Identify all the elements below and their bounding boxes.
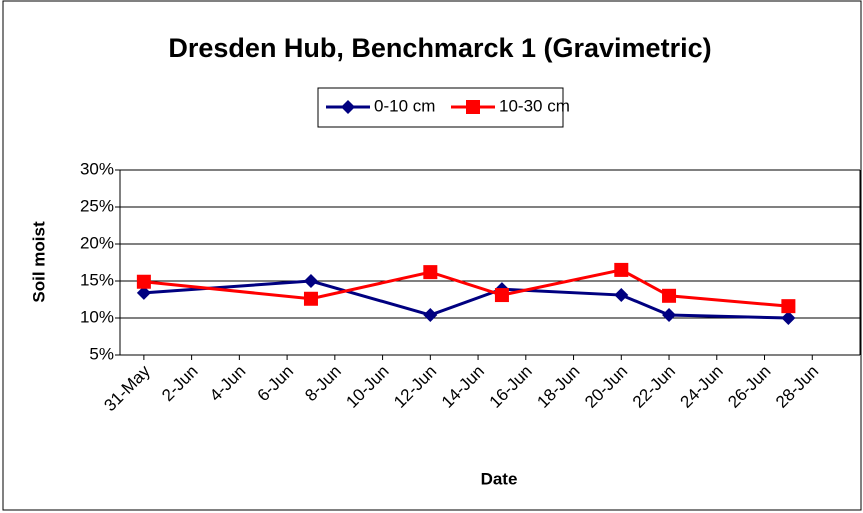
point: [423, 308, 438, 323]
y-tick-label: 10%: [80, 307, 114, 326]
y-tick-label: 15%: [80, 270, 114, 289]
point: [303, 274, 318, 288]
point: [662, 288, 677, 303]
y-tick-label: 30%: [80, 159, 114, 178]
y-tick-label: 5%: [89, 344, 114, 363]
point: [136, 274, 151, 289]
point: [136, 285, 151, 300]
point: [662, 308, 677, 323]
legend-marker: [466, 100, 480, 114]
point: [614, 288, 629, 303]
point: [614, 262, 629, 277]
x-axis-title: Date: [481, 469, 518, 488]
y-axis-title: Soil moist: [29, 221, 48, 303]
legend-marker: [341, 100, 355, 114]
point: [781, 299, 796, 314]
legend-label: 10-30 cm: [499, 96, 570, 115]
point: [494, 288, 509, 303]
y-tick-label: 20%: [80, 233, 114, 252]
legend-label: 0-10 cm: [374, 96, 435, 115]
chart-title: Dresden Hub, Benchmarck 1 (Gravimetric): [168, 33, 711, 63]
point: [781, 311, 796, 325]
point: [303, 291, 318, 306]
y-tick-label: 25%: [80, 196, 114, 215]
point: [423, 265, 438, 280]
